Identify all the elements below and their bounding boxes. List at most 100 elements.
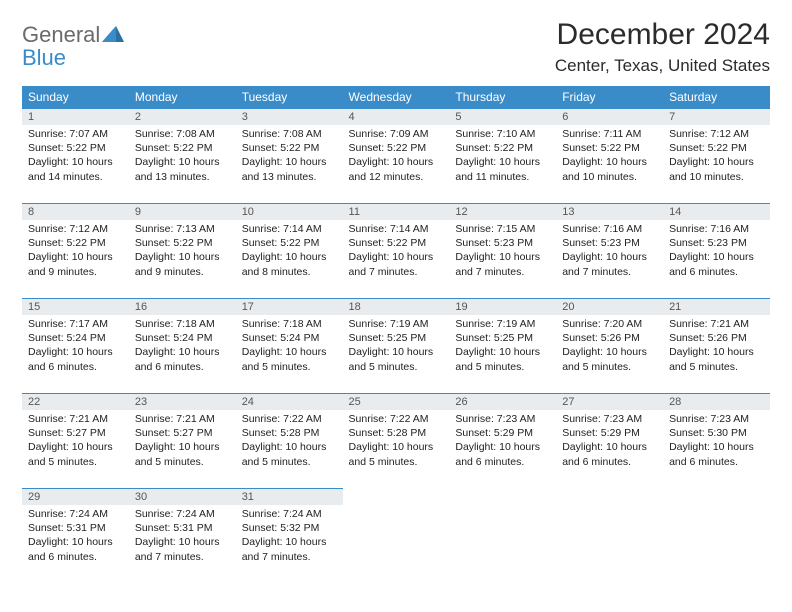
daylight-text: Daylight: 10 hours and 6 minutes.: [455, 440, 550, 468]
calendar-day: 23Sunrise: 7:21 AMSunset: 5:27 PMDayligh…: [129, 393, 236, 488]
sunset-text: Sunset: 5:22 PM: [135, 236, 230, 250]
calendar-day: .: [663, 488, 770, 583]
day-number: 18: [343, 298, 450, 315]
logo-text-general: General: [22, 22, 100, 47]
day-number: 8: [22, 203, 129, 220]
sunset-text: Sunset: 5:25 PM: [455, 331, 550, 345]
logo: General Blue: [22, 24, 124, 69]
day-number: 3: [236, 108, 343, 125]
sunset-text: Sunset: 5:23 PM: [455, 236, 550, 250]
day-details: Sunrise: 7:14 AMSunset: 5:22 PMDaylight:…: [236, 220, 343, 298]
sunrise-text: Sunrise: 7:10 AM: [455, 127, 550, 141]
calendar-day: 31Sunrise: 7:24 AMSunset: 5:32 PMDayligh…: [236, 488, 343, 583]
day-details: Sunrise: 7:22 AMSunset: 5:28 PMDaylight:…: [236, 410, 343, 488]
daylight-text: Daylight: 10 hours and 5 minutes.: [455, 345, 550, 373]
day-details: Sunrise: 7:24 AMSunset: 5:31 PMDaylight:…: [22, 505, 129, 583]
sunrise-text: Sunrise: 7:08 AM: [135, 127, 230, 141]
day-number: 23: [129, 393, 236, 410]
daylight-text: Daylight: 10 hours and 5 minutes.: [242, 440, 337, 468]
calendar-day: 5Sunrise: 7:10 AMSunset: 5:22 PMDaylight…: [449, 108, 556, 203]
calendar-day: 18 Sunrise: 7:19 AMSunset: 5:25 PMDayligh…: [343, 298, 450, 393]
day-number: 13: [556, 203, 663, 220]
calendar-day: .: [343, 488, 450, 583]
day-details: Sunrise: 7:18 AMSunset: 5:24 PMDaylight:…: [129, 315, 236, 393]
sunrise-text: Sunrise: 7:16 AM: [562, 222, 657, 236]
daylight-text: Daylight: 10 hours and 6 minutes.: [28, 535, 123, 563]
calendar-day: 21Sunrise: 7:21 AMSunset: 5:26 PMDayligh…: [663, 298, 770, 393]
weekday-monday: Monday: [129, 86, 236, 108]
sunset-text: Sunset: 5:22 PM: [349, 141, 444, 155]
calendar-day: 7Sunrise: 7:12 AMSunset: 5:22 PMDaylight…: [663, 108, 770, 203]
sunrise-text: Sunrise: 7:11 AM: [562, 127, 657, 141]
sunrise-text: Sunrise: 7:14 AM: [349, 222, 444, 236]
sunrise-text: Sunrise: 7:12 AM: [28, 222, 123, 236]
day-number: 24: [236, 393, 343, 410]
calendar-day: 9Sunrise: 7:13 AMSunset: 5:22 PMDaylight…: [129, 203, 236, 298]
sunset-text: Sunset: 5:22 PM: [28, 236, 123, 250]
day-details: Sunrise: 7:20 AMSunset: 5:26 PMDaylight:…: [556, 315, 663, 393]
day-details: Sunrise: 7:23 AMSunset: 5:30 PMDaylight:…: [663, 410, 770, 488]
day-number: 20: [556, 298, 663, 315]
day-number: 7: [663, 108, 770, 125]
sunset-text: Sunset: 5:22 PM: [242, 141, 337, 155]
daylight-text: Daylight: 10 hours and 7 minutes.: [349, 250, 444, 278]
sunset-text: Sunset: 5:29 PM: [455, 426, 550, 440]
logo-text-blue: Blue: [22, 45, 66, 70]
daylight-text: Daylight: 10 hours and 5 minutes.: [349, 345, 444, 373]
calendar-day: 16Sunrise: 7:18 AMSunset: 5:24 PMDayligh…: [129, 298, 236, 393]
sunset-text: Sunset: 5:24 PM: [242, 331, 337, 345]
weekday-header-row: Sunday Monday Tuesday Wednesday Thursday…: [22, 86, 770, 108]
calendar-day: 27Sunrise: 7:23 AMSunset: 5:29 PMDayligh…: [556, 393, 663, 488]
day-number: 15: [22, 298, 129, 315]
calendar-week-row: 29Sunrise: 7:24 AMSunset: 5:31 PMDayligh…: [22, 488, 770, 583]
sunset-text: Sunset: 5:28 PM: [242, 426, 337, 440]
day-number: 21: [663, 298, 770, 315]
sunrise-text: Sunrise: 7:24 AM: [28, 507, 123, 521]
daylight-text: Daylight: 10 hours and 6 minutes.: [28, 345, 123, 373]
sunrise-text: Sunrise: 7:18 AM: [242, 317, 337, 331]
calendar-week-row: 8Sunrise: 7:12 AMSunset: 5:22 PMDaylight…: [22, 203, 770, 298]
daylight-text: Daylight: 10 hours and 9 minutes.: [135, 250, 230, 278]
day-details: Sunrise: 7:17 AMSunset: 5:24 PMDaylight:…: [22, 315, 129, 393]
calendar-day: 2Sunrise: 7:08 AMSunset: 5:22 PMDaylight…: [129, 108, 236, 203]
sunset-text: Sunset: 5:22 PM: [562, 141, 657, 155]
sunrise-text: Sunrise: 7:24 AM: [135, 507, 230, 521]
calendar-day: 22Sunrise: 7:21 AMSunset: 5:27 PMDayligh…: [22, 393, 129, 488]
sunset-text: Sunset: 5:31 PM: [28, 521, 123, 535]
sunset-text: Sunset: 5:22 PM: [455, 141, 550, 155]
sunrise-text: Sunrise: 7:19 AM: [349, 317, 444, 331]
calendar-day: 11Sunrise: 7:14 AMSunset: 5:22 PMDayligh…: [343, 203, 450, 298]
sunrise-text: Sunrise: 7:22 AM: [242, 412, 337, 426]
calendar-day: 29Sunrise: 7:24 AMSunset: 5:31 PMDayligh…: [22, 488, 129, 583]
day-number: 26: [449, 393, 556, 410]
daylight-text: Daylight: 10 hours and 10 minutes.: [669, 155, 764, 183]
weekday-friday: Friday: [556, 86, 663, 108]
calendar-day: 30Sunrise: 7:24 AMSunset: 5:31 PMDayligh…: [129, 488, 236, 583]
weekday-wednesday: Wednesday: [343, 86, 450, 108]
sunrise-text: Sunrise: 7:21 AM: [669, 317, 764, 331]
daylight-text: Daylight: 10 hours and 5 minutes.: [242, 345, 337, 373]
day-number: 31: [236, 488, 343, 505]
calendar-body: 1Sunrise: 7:07 AMSunset: 5:22 PMDaylight…: [22, 108, 770, 583]
weekday-sunday: Sunday: [22, 86, 129, 108]
calendar-day: 3Sunrise: 7:08 AMSunset: 5:22 PMDaylight…: [236, 108, 343, 203]
day-details: Sunrise: 7:12 AMSunset: 5:22 PMDaylight:…: [663, 125, 770, 203]
calendar-day: 13Sunrise: 7:16 AMSunset: 5:23 PMDayligh…: [556, 203, 663, 298]
daylight-text: Daylight: 10 hours and 5 minutes.: [135, 440, 230, 468]
calendar-day: 10Sunrise: 7:14 AMSunset: 5:22 PMDayligh…: [236, 203, 343, 298]
calendar-day: 24Sunrise: 7:22 AMSunset: 5:28 PMDayligh…: [236, 393, 343, 488]
calendar-day: 8 Sunrise: 7:12 AMSunset: 5:22 PMDaylight…: [22, 203, 129, 298]
day-number: 4: [343, 108, 450, 125]
sunrise-text: Sunrise: 7:22 AM: [349, 412, 444, 426]
day-details: Sunrise: 7:11 AMSunset: 5:22 PMDaylight:…: [556, 125, 663, 203]
daylight-text: Daylight: 10 hours and 12 minutes.: [349, 155, 444, 183]
calendar-day: 15Sunrise: 7:17 AMSunset: 5:24 PMDayligh…: [22, 298, 129, 393]
daylight-text: Daylight: 10 hours and 9 minutes.: [28, 250, 123, 278]
sunset-text: Sunset: 5:23 PM: [669, 236, 764, 250]
sunrise-text: Sunrise: 7:20 AM: [562, 317, 657, 331]
day-details: Sunrise: 7:14 AMSunset: 5:22 PMDaylight:…: [343, 220, 450, 298]
daylight-text: Daylight: 10 hours and 7 minutes.: [242, 535, 337, 563]
sunset-text: Sunset: 5:25 PM: [349, 331, 444, 345]
location-text: Center, Texas, United States: [555, 56, 770, 76]
daylight-text: Daylight: 10 hours and 6 minutes.: [562, 440, 657, 468]
